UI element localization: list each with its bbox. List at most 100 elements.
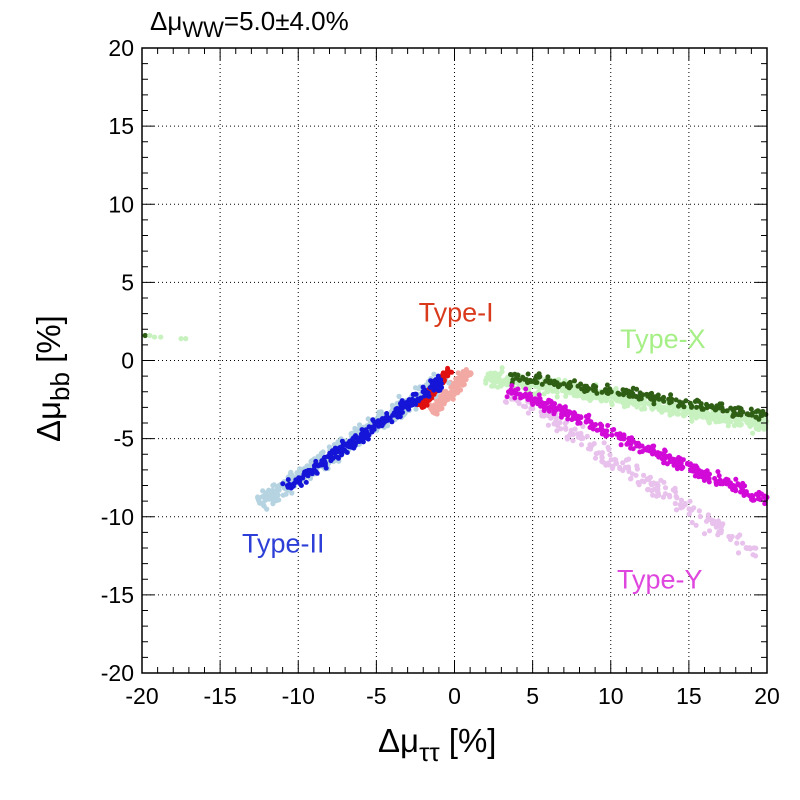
data-point-type-y-light xyxy=(706,528,713,534)
data-point-type-y-dark xyxy=(654,452,660,458)
data-point-type-x-dark xyxy=(517,377,523,383)
data-point-type-x-dark xyxy=(509,372,515,378)
data-point-type-x-light xyxy=(516,381,522,387)
data-point-type-ii-dark xyxy=(431,387,437,393)
data-point-type-y-dark xyxy=(572,415,578,421)
data-point-type-x-light xyxy=(655,404,661,410)
data-point-type-y-dark xyxy=(628,445,634,451)
data-point-type-y-light xyxy=(691,505,697,511)
data-point-type-ii-dark xyxy=(358,438,364,444)
data-point-type-x-dark xyxy=(694,397,700,403)
data-point-type-y-light xyxy=(674,495,680,501)
data-point-type-y-dark xyxy=(661,460,667,466)
data-point-type-y-light xyxy=(639,478,645,484)
data-point-type-x-dark xyxy=(667,397,673,403)
data-point-type-i-light xyxy=(468,370,474,376)
data-point-type-x-dark xyxy=(724,408,730,414)
data-point-type-y-light xyxy=(680,504,686,510)
y-tick-label: -10 xyxy=(101,504,134,530)
data-point-type-i-dark xyxy=(423,400,429,406)
data-point-type-x-light xyxy=(731,422,738,429)
data-point-type-i-light xyxy=(461,371,467,377)
data-point-type-y-dark xyxy=(730,483,736,488)
data-point-type-y-light xyxy=(529,405,535,411)
data-point-type-x-light xyxy=(693,415,699,421)
data-point-type-y-light xyxy=(587,442,593,448)
data-point-type-x-dark xyxy=(524,377,530,383)
data-point-type-y-light xyxy=(503,399,509,405)
data-point-type-ii-light xyxy=(288,469,294,475)
data-point-type-x-light xyxy=(588,396,595,402)
data-point-type-y-light xyxy=(623,457,630,463)
data-point-type-y-dark xyxy=(733,486,738,492)
data-point-type-ii-dark xyxy=(363,427,369,433)
data-point-type-y-dark xyxy=(536,392,542,398)
data-point-type-y-light xyxy=(744,545,751,552)
data-point-type-y-light xyxy=(620,460,626,466)
data-point-type-y-light xyxy=(737,532,743,538)
data-point-type-y-light xyxy=(734,540,740,546)
data-point-type-y-dark xyxy=(715,469,721,475)
data-point-type-y-light xyxy=(584,433,590,439)
data-point-type-y-light xyxy=(600,459,607,465)
data-point-type-y-dark xyxy=(552,401,558,407)
data-point-type-x-light xyxy=(675,411,681,417)
data-point-type-x-dark xyxy=(719,401,725,407)
x-axis-label: Δμττ [%] xyxy=(378,722,496,767)
data-point-type-y-light xyxy=(735,550,742,556)
series-labels: Type-I Type-II Type-X Type-Y xyxy=(242,297,706,594)
data-point-type-y-dark xyxy=(531,396,537,402)
y-tick-label: -20 xyxy=(101,660,134,686)
data-point-type-ii-dark xyxy=(379,416,385,422)
data-point-type-ii-light xyxy=(272,496,278,502)
data-point-type-y-dark xyxy=(659,456,665,462)
data-point-type-x-dark xyxy=(630,385,636,391)
data-point-type-x-light xyxy=(559,388,565,394)
data-point-type-x-dark xyxy=(651,401,657,407)
data-point-type-x-dark xyxy=(753,409,759,415)
data-point-type-y-dark xyxy=(527,391,533,397)
data-point-type-x-light xyxy=(706,412,712,418)
data-point-type-x-light xyxy=(681,411,688,417)
data-point-type-y-dark xyxy=(594,427,600,433)
data-point-type-y-light xyxy=(673,507,680,513)
data-point-type-ii-dark xyxy=(427,385,433,390)
data-point-type-x-dark xyxy=(687,400,693,406)
data-point-type-y-dark xyxy=(674,466,680,472)
data-point-type-ii-light xyxy=(270,482,276,489)
data-point-type-i-light xyxy=(463,367,469,373)
data-point-type-y-light xyxy=(568,427,574,433)
data-point-type-x-dark xyxy=(648,396,654,402)
data-point-type-x-light xyxy=(724,415,730,421)
data-point-type-ii-light xyxy=(297,466,303,472)
data-point-type-y-dark xyxy=(577,420,583,426)
data-point-type-x-light xyxy=(671,408,677,414)
data-point-type-x-light xyxy=(554,394,560,400)
data-point-type-ii-light xyxy=(264,496,270,502)
data-point-type-y-dark xyxy=(557,403,563,409)
data-point-type-y-dark xyxy=(511,389,517,395)
data-point-type-x-dark xyxy=(721,408,726,414)
data-point-type-ii-dark xyxy=(351,435,356,441)
data-point-type-x-dark xyxy=(607,389,613,394)
data-point-type-x-light xyxy=(613,386,619,392)
data-point-type-ii-dark xyxy=(335,449,341,455)
data-point-type-x-dark xyxy=(534,373,540,379)
data-point-type-x-light xyxy=(545,386,551,392)
data-point-type-x-dark xyxy=(707,404,713,409)
data-point-type-y-dark xyxy=(630,438,636,444)
data-point-type-ii-dark xyxy=(435,373,441,379)
data-point-type-ii-light xyxy=(295,471,301,477)
data-point-type-ii-dark xyxy=(384,418,390,423)
data-point-type-y-light xyxy=(558,426,564,432)
data-point-type-y-light xyxy=(662,485,669,491)
data-point-type-x-dark xyxy=(731,407,737,412)
data-point-type-y-light xyxy=(686,511,692,517)
data-point-type-y-light xyxy=(696,508,703,514)
data-point-type-y-light xyxy=(617,464,623,471)
data-point-type-y-light xyxy=(662,491,669,497)
data-point-type-x-light xyxy=(750,430,756,436)
data-point-type-x-light xyxy=(532,391,538,397)
data-point-type-y-light xyxy=(651,480,657,486)
data-point-type-y-light xyxy=(654,493,660,499)
